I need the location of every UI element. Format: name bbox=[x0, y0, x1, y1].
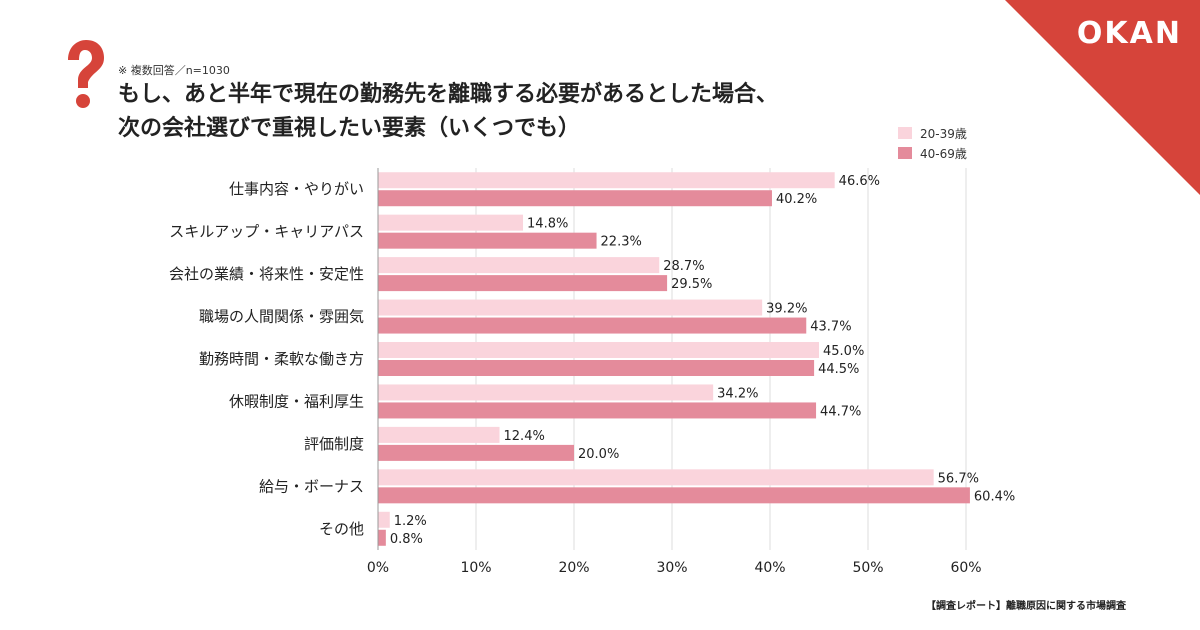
legend-item-senior: 40-69歳 bbox=[898, 143, 967, 163]
corner-accent bbox=[1005, 0, 1200, 195]
x-tick-label: 30% bbox=[656, 560, 687, 576]
source-caption: 【調査レポート】離職原因に関する市場調査 bbox=[926, 601, 1126, 612]
bar-young bbox=[378, 214, 524, 231]
category-label: 評価制度 bbox=[304, 435, 364, 453]
category-label: 給与・ボーナス bbox=[259, 477, 364, 495]
legend-swatch-young bbox=[898, 127, 912, 139]
x-tick-label: 60% bbox=[950, 560, 981, 576]
x-tick-label: 20% bbox=[558, 560, 589, 576]
bar-senior bbox=[378, 360, 815, 376]
bar-young bbox=[378, 511, 390, 528]
legend-item-young: 20-39歳 bbox=[898, 123, 967, 143]
data-label: 45.0% bbox=[823, 344, 864, 359]
bar-young bbox=[378, 342, 819, 358]
x-tick-label: 50% bbox=[852, 560, 883, 576]
bar-senior bbox=[378, 529, 386, 546]
data-label: 39.2% bbox=[766, 302, 807, 317]
bar-young bbox=[378, 469, 934, 486]
bar-senior bbox=[378, 232, 597, 249]
bar-young bbox=[378, 257, 660, 274]
bar-young bbox=[378, 299, 763, 316]
data-label: 22.3% bbox=[601, 235, 642, 250]
data-label: 20.0% bbox=[578, 447, 619, 462]
legend-label-senior: 40-69歳 bbox=[920, 146, 967, 161]
bar-young bbox=[378, 172, 835, 189]
legend-label-young: 20-39歳 bbox=[920, 126, 967, 141]
data-label: 0.8% bbox=[390, 532, 423, 547]
category-label: 職場の人間関係・雰囲気 bbox=[199, 308, 364, 326]
bar-senior bbox=[378, 402, 817, 419]
bar-senior bbox=[378, 190, 772, 207]
bar-senior bbox=[378, 317, 807, 334]
brand-logo: OKAN bbox=[1076, 16, 1182, 51]
category-label: その他 bbox=[319, 520, 364, 538]
data-label: 43.7% bbox=[810, 320, 851, 335]
category-label: 仕事内容・やりがい bbox=[229, 180, 364, 198]
data-label: 34.2% bbox=[717, 386, 758, 401]
legend-swatch-senior bbox=[898, 147, 912, 159]
chart-title: もし、あと半年で現在の勤務先を離職する必要があるとした場合、 次の会社選びで重視… bbox=[118, 78, 778, 146]
sample-note: ※ 複数回答／n=1030 bbox=[118, 64, 230, 77]
data-label: 14.8% bbox=[527, 217, 568, 232]
data-label: 44.5% bbox=[818, 362, 859, 377]
data-label: 44.7% bbox=[820, 404, 861, 419]
category-label: 会社の業績・将来性・安定性 bbox=[169, 265, 364, 283]
data-label: 46.6% bbox=[839, 174, 880, 189]
legend: 20-39歳 40-69歳 bbox=[898, 123, 967, 163]
bar-young bbox=[378, 426, 500, 443]
question-mark-icon bbox=[68, 40, 104, 108]
category-label: スキルアップ・キャリアパス bbox=[169, 223, 364, 241]
data-label: 60.4% bbox=[974, 489, 1015, 504]
data-label: 29.5% bbox=[671, 277, 712, 292]
data-label: 56.7% bbox=[938, 471, 979, 486]
data-label: 28.7% bbox=[663, 259, 704, 274]
bar-senior bbox=[378, 487, 970, 504]
x-tick-label: 0% bbox=[367, 560, 389, 576]
bar-senior bbox=[378, 444, 574, 461]
bar-young bbox=[378, 384, 714, 401]
x-tick-label: 10% bbox=[460, 560, 491, 576]
title-line-1: もし、あと半年で現在の勤務先を離職する必要があるとした場合、 bbox=[118, 82, 779, 107]
x-tick-label: 40% bbox=[754, 560, 785, 576]
bar-senior bbox=[378, 275, 668, 292]
data-label: 1.2% bbox=[394, 514, 427, 529]
data-label: 40.2% bbox=[776, 192, 817, 207]
title-line-2: 次の会社選びで重視したい要素（いくつでも） bbox=[118, 116, 581, 141]
category-label: 勤務時間・柔軟な働き方 bbox=[199, 350, 364, 368]
data-label: 12.4% bbox=[504, 429, 545, 444]
category-label: 休暇制度・福利厚生 bbox=[229, 392, 364, 410]
